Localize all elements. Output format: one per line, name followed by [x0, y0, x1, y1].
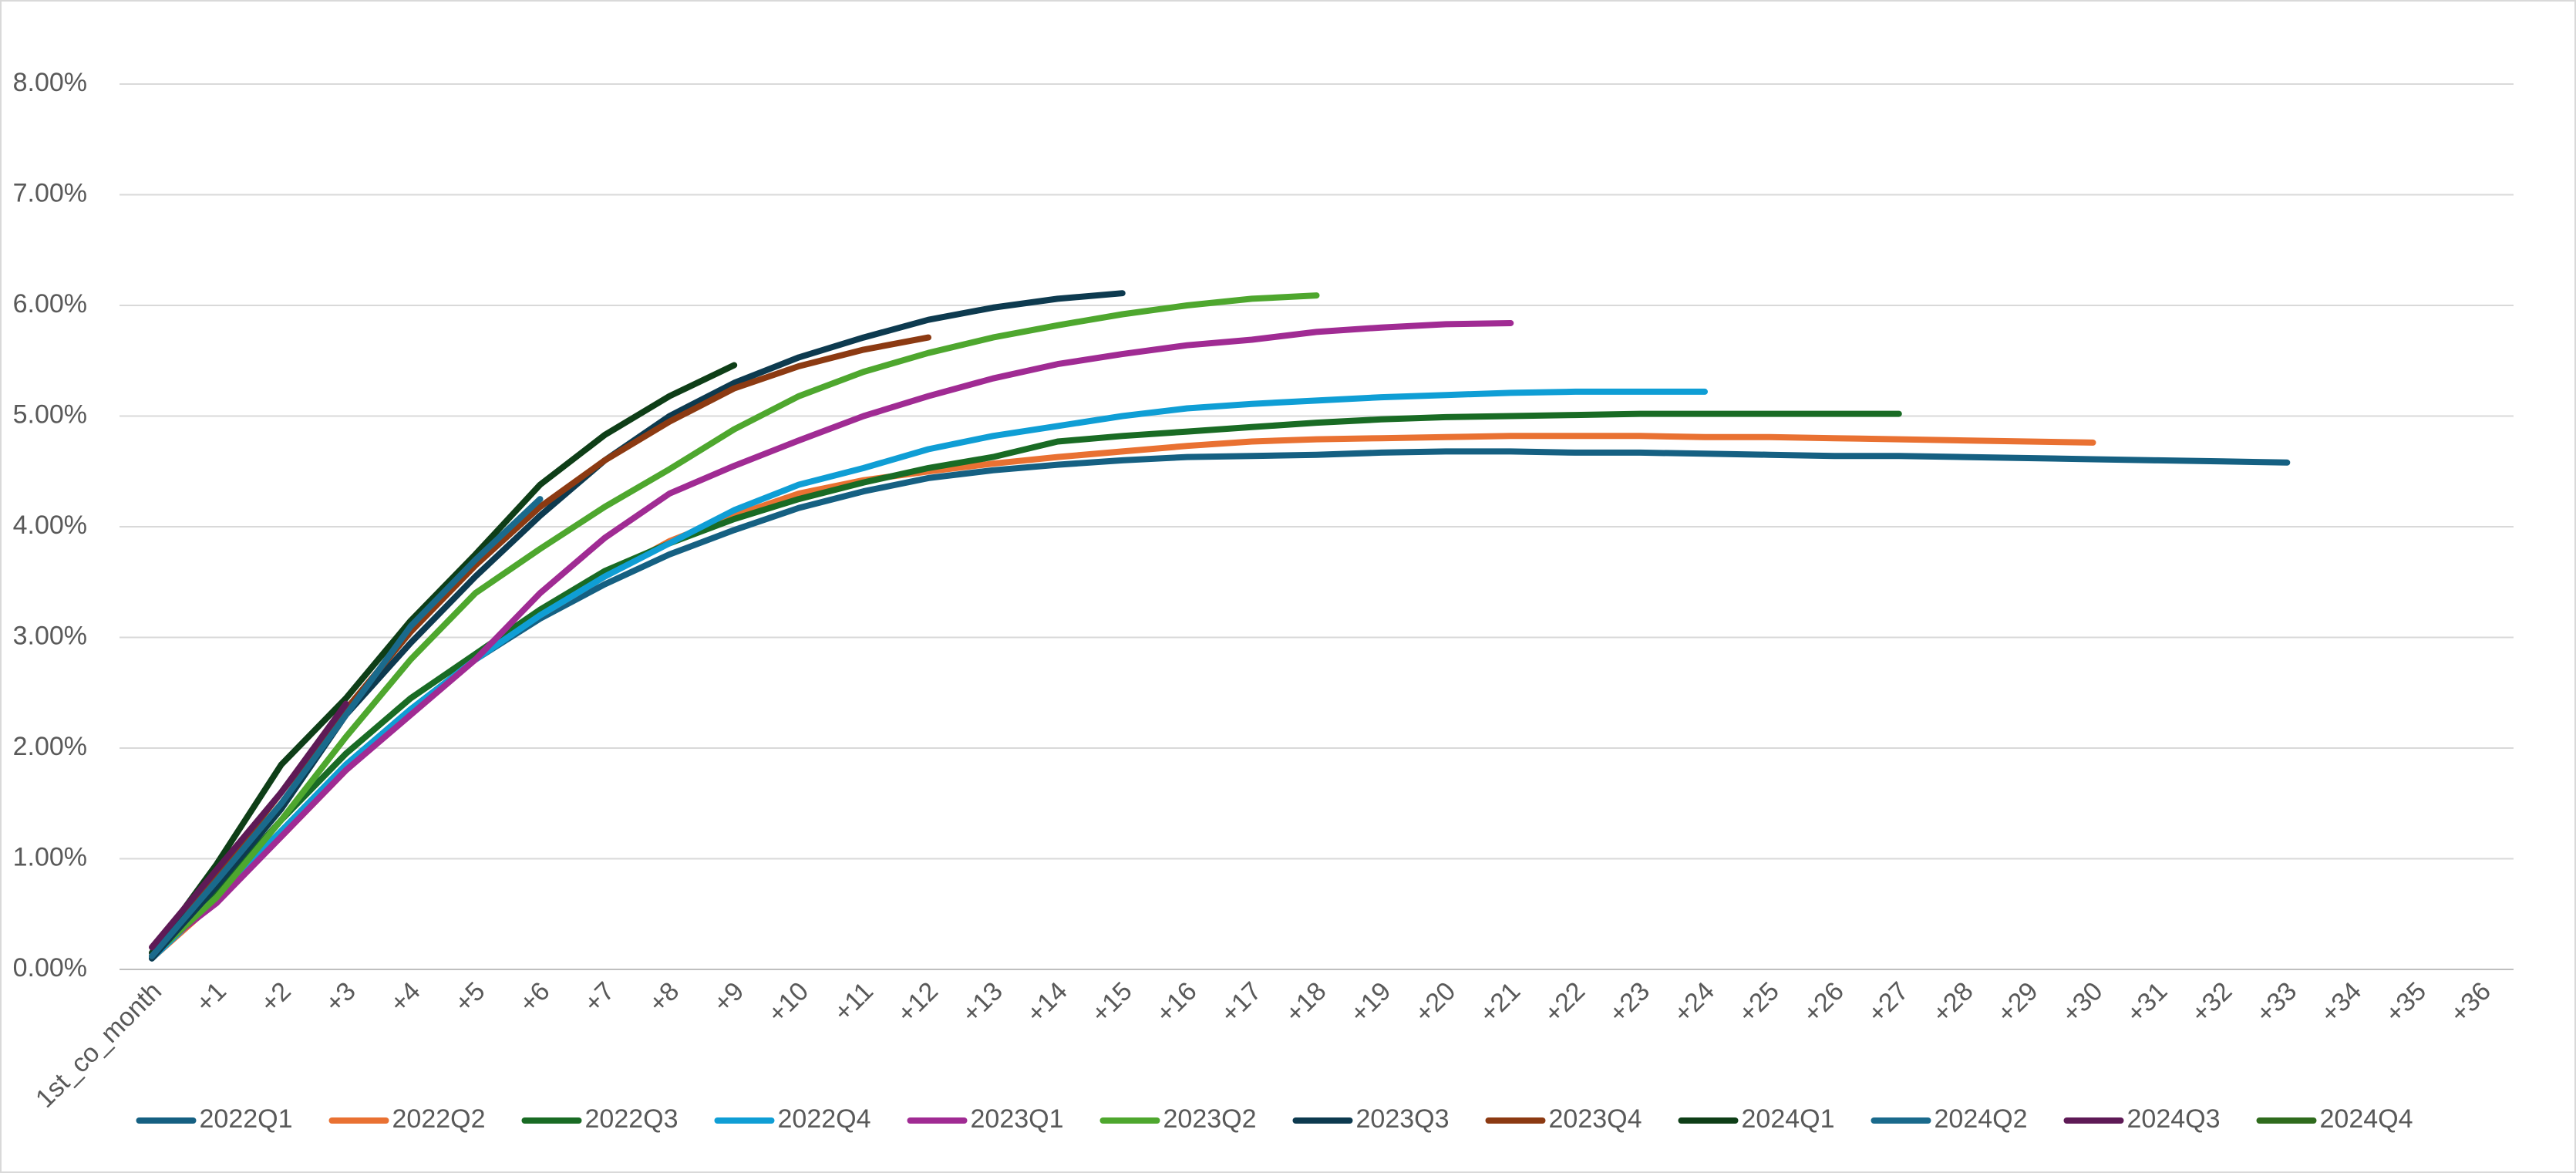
legend-label: 2023Q3: [1356, 1104, 1450, 1134]
y-tick-label: 0.00%: [13, 953, 87, 983]
y-tick-label: 6.00%: [13, 289, 87, 319]
series-line: [149, 496, 544, 959]
legend-label: 2024Q3: [2127, 1104, 2221, 1134]
series-line: [149, 700, 349, 951]
legend-label: 2022Q2: [392, 1104, 486, 1134]
legend-label: 2022Q4: [778, 1104, 871, 1134]
series-line: [149, 410, 1902, 959]
y-tick-label: 2.00%: [13, 732, 87, 761]
y-tick-label: 5.00%: [13, 399, 87, 429]
y-tick-label: 8.00%: [13, 68, 87, 97]
legend-label: 2024Q2: [1935, 1104, 2028, 1134]
series-line: [149, 362, 738, 956]
series-line: [149, 388, 1708, 962]
legend-label: 2023Q4: [1549, 1104, 1642, 1134]
series-line: [149, 292, 1320, 959]
legend-label: 2023Q1: [971, 1104, 1064, 1134]
legend-label: 2024Q4: [2320, 1104, 2413, 1134]
y-tick-label: 7.00%: [13, 178, 87, 207]
legend-label: 2022Q1: [200, 1104, 293, 1134]
y-tick-label: 1.00%: [13, 842, 87, 871]
legend-label: 2023Q2: [1163, 1104, 1257, 1134]
y-tick-label: 4.00%: [13, 511, 87, 540]
legend-label: 2022Q3: [585, 1104, 679, 1134]
series-line: [149, 320, 1514, 956]
legend-label: 2024Q1: [1742, 1104, 1835, 1134]
y-tick-label: 3.00%: [13, 621, 87, 650]
